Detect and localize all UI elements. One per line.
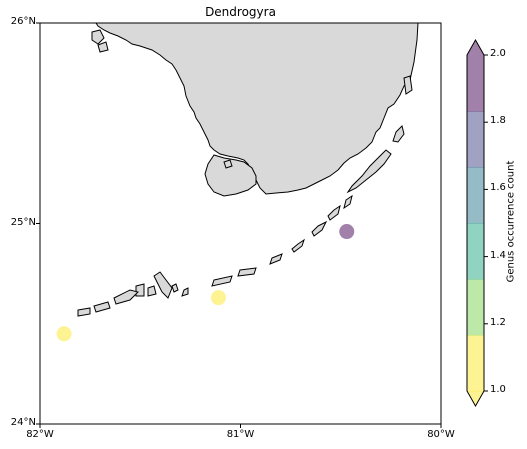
land-layer [77, 23, 419, 317]
colorbar-tick-label-3: 1.4 [490, 249, 506, 261]
cape-sable [204, 154, 257, 197]
keys-chain-3 [311, 220, 328, 237]
y-tick-label-2: 25°N [10, 216, 36, 228]
colorbar-segment-4 [467, 167, 484, 224]
map-area [40, 23, 441, 424]
islet-1 [91, 29, 105, 45]
colorbar-label: Genus occurrence count [505, 160, 517, 283]
occurrence-point-1 [56, 326, 72, 342]
keys-chain-13 [93, 301, 111, 313]
islet-2 [97, 41, 109, 53]
occurrence-point-2 [210, 290, 226, 306]
colorbar-tick-label-2: 1.2 [490, 316, 506, 328]
keys-chain-7 [211, 275, 233, 287]
keys-chain-9 [153, 271, 173, 299]
keys-chain-8 [181, 287, 189, 297]
colorbar [466, 38, 488, 408]
y-tick-label-1: 26°N [10, 16, 36, 27]
colorbar-tick-label-1: 1.0 [490, 384, 506, 395]
colorbar-segment-2 [467, 279, 484, 336]
key-largo [346, 149, 392, 194]
map-title: Dendrogyra [205, 5, 276, 19]
x-tick-label-3: 80°W [427, 429, 455, 440]
keys-chain-2 [327, 204, 341, 221]
keys-chain-11 [135, 283, 145, 297]
y-tick-label-3: 24°N [10, 417, 36, 428]
keys-chain-10 [147, 285, 157, 297]
keys-chain-5 [269, 253, 283, 265]
colorbar-extend-min [467, 391, 484, 406]
keys-chain-4 [291, 238, 305, 253]
colorbar-extend-max [467, 40, 484, 55]
keys-chain-14 [77, 307, 91, 317]
occurrence-points [56, 224, 355, 342]
colorbar-segment-1 [467, 335, 484, 392]
colorbar-tick-label-6: 2.0 [490, 48, 506, 59]
islet-5 [223, 159, 233, 169]
x-tick-label-2: 81°W [226, 429, 255, 440]
occurrence-point-3 [339, 224, 355, 240]
islet-3 [403, 75, 413, 95]
keys-chain-6 [237, 267, 257, 277]
x-tick-label-1: 82°W [26, 429, 54, 440]
colorbar-segment-6 [467, 55, 484, 112]
colorbar-segment-5 [467, 111, 484, 168]
colorbar-tick-label-4: 1.6 [490, 182, 506, 194]
keys-chain-12 [113, 289, 139, 305]
axis-ticks [36, 22, 442, 428]
florida-mainland [95, 23, 419, 195]
keys-chain-15 [171, 283, 179, 293]
colorbar-tick-label-5: 1.8 [490, 115, 506, 127]
colorbar-segment-3 [467, 223, 484, 280]
keys-chain-1 [343, 194, 353, 210]
islet-4 [392, 125, 405, 143]
